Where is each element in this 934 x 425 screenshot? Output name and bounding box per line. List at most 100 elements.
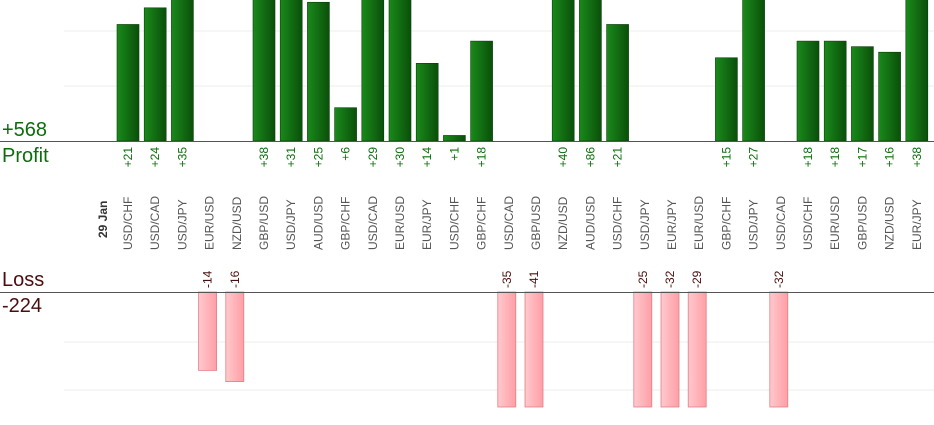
profit-total: +568 [2, 119, 48, 141]
pair-tick-label: EUR/USD [203, 196, 217, 250]
profit-value-label: +18 [801, 147, 815, 168]
pair-tick-label: AUD/USD [311, 196, 325, 250]
profit-bar [878, 51, 901, 142]
profit-bar [415, 62, 439, 142]
profit-value-label: +21 [121, 147, 135, 168]
loss-label: Loss [2, 269, 45, 291]
pair-tick-label: GBP/CHF [475, 197, 489, 250]
loss-bar [497, 291, 517, 408]
profit-bar [606, 24, 629, 142]
loss-value-label: -16 [228, 270, 242, 288]
pair-tick-label: USD/CHF [121, 197, 135, 250]
profit-bar [252, 0, 276, 142]
loss-bar [687, 291, 707, 408]
profit-bar [443, 135, 466, 142]
profit-label: Profit [2, 145, 49, 167]
pair-tick-label: USD/CAD [774, 196, 788, 250]
pair-tick-label: EUR/JPY [910, 199, 924, 250]
profit-value-label: +14 [420, 147, 434, 168]
profit-value-label: +25 [311, 147, 325, 168]
profit-bar [796, 40, 820, 142]
profit-bar [116, 24, 140, 142]
pair-tick-label: NZD/USD [230, 196, 244, 250]
pair-tick-label: USD/CAD [366, 196, 380, 250]
profit-bar [715, 57, 738, 142]
loss-value-label: -25 [636, 270, 650, 288]
profit-bar [361, 0, 385, 142]
pair-tick-label: GBP/CHF [719, 197, 733, 250]
profit-value-label: +24 [148, 147, 162, 168]
profit-bar [742, 0, 765, 142]
profit-value-label: +1 [447, 147, 461, 161]
profit-bar [279, 0, 303, 142]
pair-tick-label: GBP/CHF [339, 197, 353, 250]
pair-tick-label: USD/JPY [175, 199, 189, 250]
date-label: 29 Jan [96, 201, 110, 238]
pair-tick-label: USD/CHF [611, 197, 625, 250]
pair-tick-label: USD/JPY [284, 199, 298, 250]
loss-value-label: -35 [500, 270, 514, 288]
loss-bar [524, 291, 544, 408]
pair-tick-label: AUD/USD [583, 196, 597, 250]
loss-total: -224 [2, 295, 43, 317]
profit-bar [307, 1, 330, 142]
profit-bar [551, 0, 575, 142]
loss-bar [660, 291, 680, 408]
profit-value-label: +15 [719, 147, 733, 168]
pair-tick-label: USD/CHF [801, 197, 815, 250]
profit-value-label: +27 [747, 147, 761, 168]
labels: 29 Jan +21 USD/CHF +24 USD/CAD +35 USD/JPY -14 E… [96, 147, 924, 288]
profit-value-label: +18 [828, 147, 842, 168]
profit-value-label: +6 [339, 147, 353, 161]
profit-value-label: +16 [883, 147, 897, 168]
profit-bar [334, 107, 357, 142]
profit-bar [171, 0, 194, 142]
axes [0, 141, 934, 293]
profit-bar [851, 46, 874, 142]
pair-tick-label: EUR/USD [828, 196, 842, 250]
loss-bar [198, 291, 218, 371]
pair-tick-label: NZD/USD [556, 196, 570, 250]
pair-tick-label: GBP/USD [257, 196, 271, 250]
profit-bar [143, 7, 167, 142]
profit-value-label: +40 [556, 147, 570, 168]
pair-tick-label: GBP/USD [855, 196, 869, 250]
profit-value-label: +17 [855, 147, 869, 168]
pair-tick-label: USD/JPY [638, 199, 652, 250]
loss-value-label: -32 [663, 270, 677, 288]
profit-bar [579, 0, 602, 142]
profit-bar [388, 0, 412, 142]
profit-value-label: +29 [366, 147, 380, 168]
profit-value-label: +35 [175, 147, 189, 168]
loss-bar [225, 291, 245, 382]
profit-value-label: +30 [393, 147, 407, 168]
profit-value-label: +18 [475, 147, 489, 168]
profit-value-label: +21 [611, 147, 625, 168]
pair-tick-label: USD/JPY [747, 199, 761, 250]
loss-bar [769, 291, 789, 408]
profit-value-label: +38 [257, 147, 271, 168]
pair-tick-label: EUR/JPY [420, 199, 434, 250]
pair-tick-label: USD/CAD [148, 196, 162, 250]
profit-bar [823, 40, 847, 142]
pair-tick-label: EUR/JPY [665, 199, 679, 250]
loss-value-label: -29 [690, 270, 704, 288]
loss-value-label: -41 [527, 270, 541, 288]
loss-value-label: -14 [201, 270, 215, 288]
pair-tick-label: NZD/USD [883, 196, 897, 250]
loss-bar [633, 291, 653, 408]
bars [116, 0, 929, 408]
profit-bar [905, 0, 929, 142]
pair-tick-label: USD/CHF [447, 197, 461, 250]
profit-value-label: +38 [910, 147, 924, 168]
pair-tick-label: USD/CAD [502, 196, 516, 250]
pair-tick-label: GBP/USD [529, 196, 543, 250]
profit-bar [470, 40, 493, 142]
profit-value-label: +31 [284, 147, 298, 168]
pair-tick-label: EUR/USD [692, 196, 706, 250]
pair-tick-label: EUR/USD [393, 196, 407, 250]
loss-value-label: -32 [772, 270, 786, 288]
profit-value-label: +86 [583, 147, 597, 168]
